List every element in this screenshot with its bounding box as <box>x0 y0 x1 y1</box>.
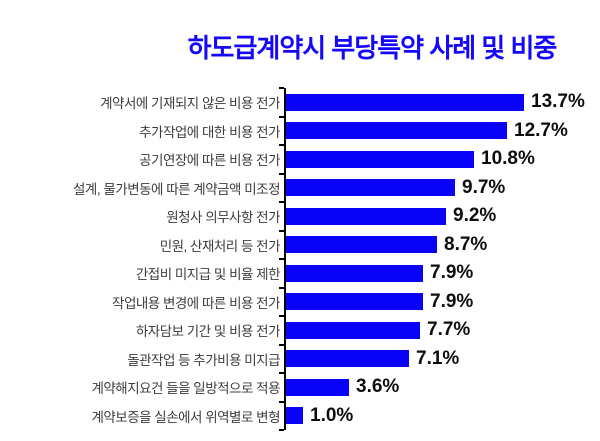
chart-row: 계약해지요건 들을 일방적으로 적용 3.6% <box>0 372 600 402</box>
bar <box>286 236 437 254</box>
chart-row: 원청사 의무사항 전가 9.2% <box>0 201 600 231</box>
bar <box>286 264 423 282</box>
category-label: 공기연장에 따른 비용 전가 <box>139 153 280 169</box>
bar <box>286 93 524 111</box>
chart-row: 추가작업에 대한 비용 전가 12.7% <box>0 115 600 145</box>
chart-row: 계약서에 기재되지 않은 비용 전가 13.7% <box>0 87 600 117</box>
bar <box>286 350 409 368</box>
bar-cell: 10.8% <box>279 144 600 174</box>
plot-area: 계약서에 기재되지 않은 비용 전가 13.7% 추가작업에 대한 비용 전가 12.… <box>0 87 600 431</box>
category-label: 작업내용 변경에 따른 비용 전가 <box>112 295 280 311</box>
category-label: 추가작업에 대한 비용 전가 <box>139 124 280 140</box>
category-label: 하자담보 기간 및 비용 전가 <box>135 324 281 340</box>
category-label: 민원, 산재처리 등 전가 <box>159 238 281 254</box>
bar-cell: 8.7% <box>279 229 600 259</box>
category-label: 돌관작업 등 추가비용 미지급 <box>127 352 280 368</box>
bar <box>286 207 446 225</box>
bar <box>286 378 349 396</box>
bar-cell: 13.7% <box>279 87 600 117</box>
value-label: 7.1% <box>416 347 460 369</box>
category-label: 원청사 의무사항 전가 <box>166 210 280 226</box>
bar-cell: 7.7% <box>279 315 600 345</box>
chart-title: 하도급계약시 부당특약 사례 및 비중 <box>187 33 558 63</box>
bar <box>286 179 455 197</box>
value-label: 3.6% <box>356 376 400 398</box>
category-label: 간접비 미지급 및 비율 제한 <box>135 267 281 283</box>
bar <box>286 122 507 140</box>
value-label: 7.7% <box>427 319 471 341</box>
chart-row: 공기연장에 따른 비용 전가 10.8% <box>0 144 600 174</box>
bar-cell: 9.2% <box>279 201 600 231</box>
chart-row: 간접비 미지급 및 비율 제한 7.9% <box>0 258 600 288</box>
category-label: 계약보증을 실손에서 위역별로 변형 <box>91 409 280 425</box>
bar-chart: 계약서에 기재되지 않은 비용 전가 13.7% 추가작업에 대한 비용 전가 12.… <box>0 87 600 431</box>
value-label: 1.0% <box>310 404 354 426</box>
value-label: 12.7% <box>514 119 568 141</box>
bar <box>286 321 420 339</box>
value-label: 7.9% <box>430 262 474 284</box>
category-label: 계약해지요건 들을 일방적으로 적용 <box>91 381 280 397</box>
value-label: 9.7% <box>462 176 506 198</box>
bar-cell: 9.7% <box>279 172 600 202</box>
bar-cell: 12.7% <box>279 115 600 145</box>
category-label: 계약서에 기재되지 않은 비용 전가 <box>100 96 280 112</box>
chart-row: 작업내용 변경에 따른 비용 전가 7.9% <box>0 286 600 316</box>
bar-cell: 1.0% <box>279 400 600 431</box>
value-label: 9.2% <box>453 205 497 227</box>
category-label: 설계, 물가변동에 따른 계약금액 미조정 <box>73 181 280 197</box>
bar <box>286 407 303 425</box>
bar <box>286 293 423 311</box>
bar <box>286 150 474 168</box>
chart-row: 돌관작업 등 추가비용 미지급 7.1% <box>0 343 600 373</box>
chart-row: 하자담보 기간 및 비용 전가 7.7% <box>0 315 600 345</box>
bar-cell: 7.9% <box>279 286 600 316</box>
value-label: 8.7% <box>444 233 488 255</box>
chart-row: 설계, 물가변동에 따른 계약금액 미조정 9.7% <box>0 172 600 202</box>
value-label: 7.9% <box>430 290 474 312</box>
chart-row: 민원, 산재처리 등 전가 8.7% <box>0 229 600 259</box>
bar-cell: 7.1% <box>279 343 600 373</box>
value-label: 13.7% <box>531 91 585 113</box>
bar-cell: 7.9% <box>279 258 600 288</box>
chart-row: 계약보증을 실손에서 위역별로 변형 1.0% <box>0 400 600 431</box>
value-label: 10.8% <box>481 148 535 170</box>
bar-cell: 3.6% <box>279 372 600 402</box>
